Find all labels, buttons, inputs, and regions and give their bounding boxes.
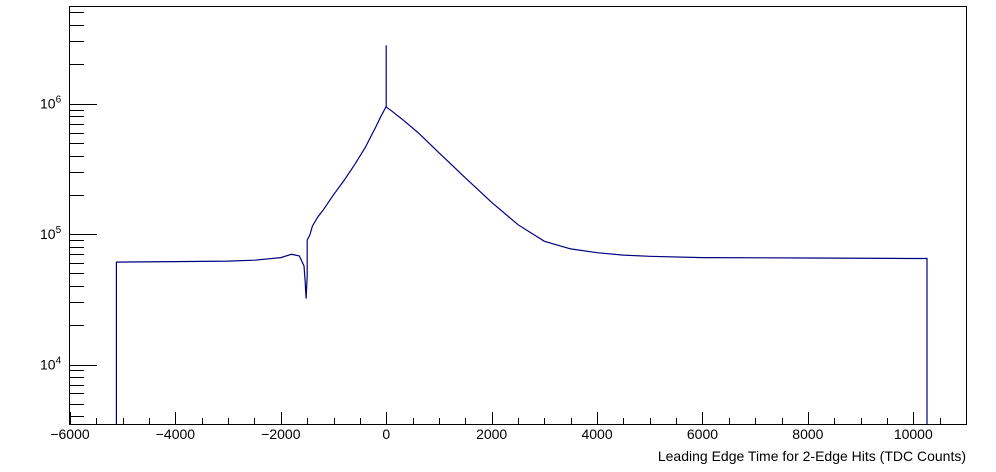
- x-tick-label: 8000: [792, 426, 823, 442]
- x-tick-label: 6000: [687, 426, 718, 442]
- x-tick-label: −2000: [261, 426, 301, 442]
- plot-frame: [69, 6, 967, 425]
- y-tick-label: 105: [40, 225, 62, 242]
- x-tick-label: −6000: [50, 426, 90, 442]
- y-axis: 104 105 106: [40, 12, 97, 417]
- x-tick-label: 4000: [581, 426, 612, 442]
- series-line: [115, 45, 928, 424]
- y-tick-label: 106: [40, 95, 62, 112]
- x-tick-label: 10000: [894, 426, 933, 442]
- series-layer: [115, 45, 928, 424]
- x-tick-label: 0: [382, 426, 390, 442]
- x-axis: −6000 −4000 −2000 0 2000 4000 6000 8000 10000: [50, 412, 967, 442]
- x-axis-title: Leading Edge Time for 2-Edge Hits (TDC C…: [658, 448, 966, 464]
- y-tick-label: 104: [40, 356, 62, 373]
- x-tick-label: 2000: [476, 426, 507, 442]
- x-tick-label: −4000: [156, 426, 196, 442]
